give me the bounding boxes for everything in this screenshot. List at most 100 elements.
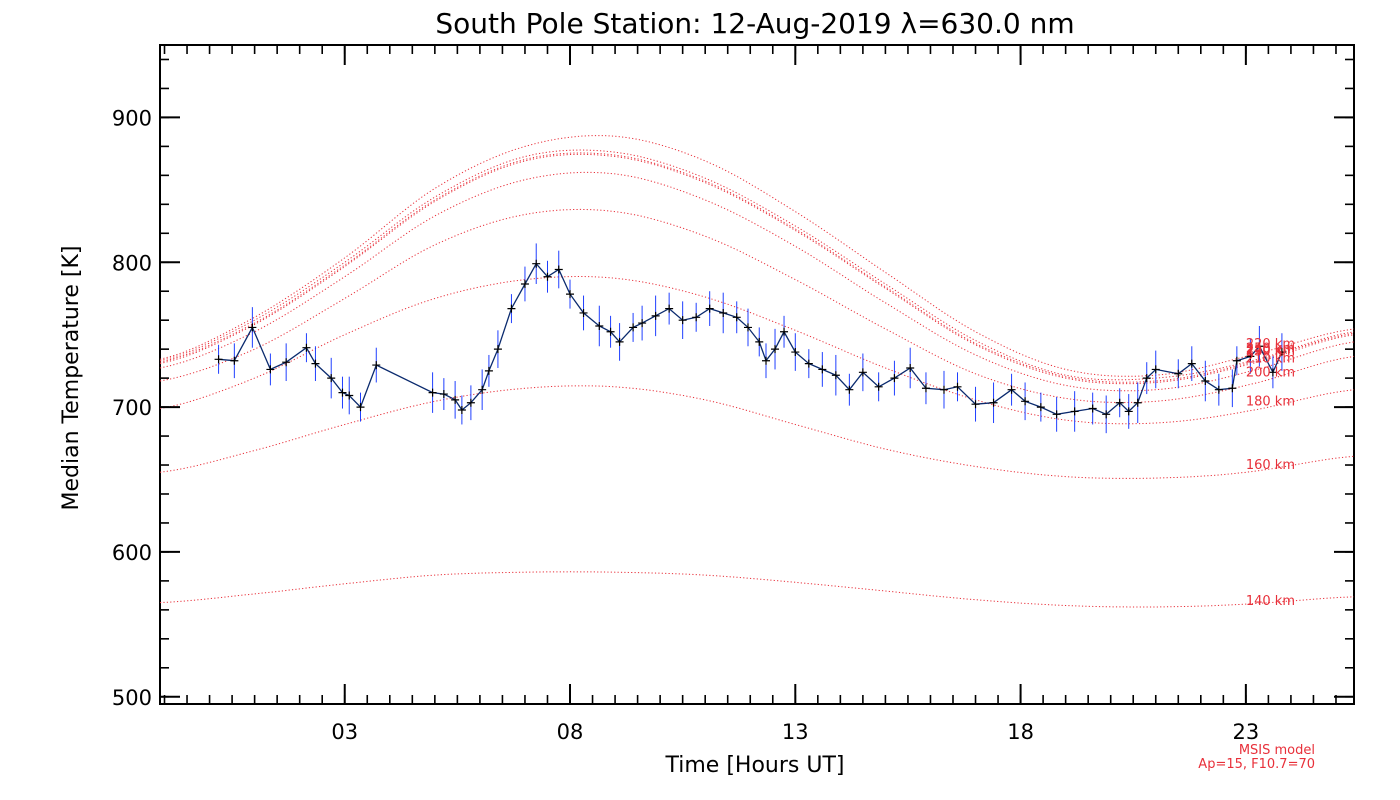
- data-point: [282, 358, 291, 367]
- model-note-line1: MSIS model: [1239, 743, 1315, 758]
- plot-frame: [159, 44, 1355, 705]
- data-point: [214, 355, 223, 364]
- data-point: [579, 308, 588, 317]
- data-point: [484, 366, 493, 375]
- data-point: [1036, 403, 1045, 412]
- x-tick-label: 23: [1232, 720, 1259, 744]
- model-line-230-km: [159, 153, 1355, 385]
- y-tick-label: 900: [112, 106, 152, 130]
- data-point: [439, 390, 448, 399]
- data-point: [906, 363, 915, 372]
- model-line-250-km: [159, 149, 1355, 381]
- data-point: [457, 405, 466, 414]
- data-point: [665, 304, 674, 313]
- chart-title: South Pole Station: 12-Aug-2019 λ=630.0 …: [435, 7, 1074, 40]
- data-point: [507, 304, 516, 313]
- model-lines: [159, 135, 1355, 608]
- data-point: [493, 345, 502, 354]
- x-tick-label: 18: [1007, 720, 1034, 744]
- altitude-label: 200 km: [1246, 365, 1295, 380]
- data-point: [692, 313, 701, 322]
- data-point: [1115, 398, 1124, 407]
- data-point: [732, 313, 741, 322]
- data-point: [266, 365, 275, 374]
- data-point: [327, 374, 336, 383]
- data-point: [989, 398, 998, 407]
- data-point: [874, 382, 883, 391]
- altitude-label: 180 km: [1246, 395, 1295, 410]
- data-point: [1277, 348, 1286, 357]
- data-point: [1070, 407, 1079, 416]
- data-point: [606, 327, 615, 336]
- data-point: [651, 311, 660, 320]
- data-point: [478, 385, 487, 394]
- data-point: [1133, 398, 1142, 407]
- model-line-240-km: [159, 152, 1355, 383]
- altitude-label: 220 km: [1246, 337, 1295, 352]
- data-point: [543, 272, 552, 281]
- altitude-label: 140 km: [1246, 594, 1295, 609]
- measured-line: [218, 262, 1283, 416]
- data-point: [743, 323, 752, 332]
- x-tick-label: 08: [557, 720, 584, 744]
- data-point: [804, 359, 813, 368]
- data-point: [939, 385, 948, 394]
- data-point: [719, 308, 728, 317]
- data-point: [338, 388, 347, 397]
- data-point: [1102, 410, 1111, 419]
- data-point: [554, 265, 563, 274]
- data-point: [1007, 385, 1016, 394]
- model-line-140-km: [159, 571, 1355, 608]
- data-point: [311, 359, 320, 368]
- data-point: [532, 259, 541, 268]
- data-point: [1268, 368, 1277, 377]
- data-point: [1151, 365, 1160, 374]
- data-point: [451, 395, 460, 404]
- data-point: [890, 374, 899, 383]
- data-point: [1142, 374, 1151, 383]
- data-point: [638, 319, 647, 328]
- data-point: [248, 323, 257, 332]
- altitude-label: 250 km: [1246, 342, 1295, 357]
- data-point: [629, 323, 638, 332]
- x-tick-label: 13: [782, 720, 809, 744]
- data-point: [953, 382, 962, 391]
- data-point: [762, 356, 771, 365]
- model-line-210-km: [159, 171, 1355, 392]
- data-point: [1174, 369, 1183, 378]
- data-point: [818, 365, 827, 374]
- data-point: [831, 371, 840, 380]
- data-point: [1052, 410, 1061, 419]
- data-point: [921, 384, 930, 393]
- data-point: [1021, 397, 1030, 406]
- y-tick-label: 600: [112, 541, 152, 565]
- y-tick-label: 700: [112, 396, 152, 420]
- y-tick-label: 500: [112, 686, 152, 710]
- altitude-label: 240 km: [1246, 343, 1295, 358]
- model-line-220-km: [159, 135, 1355, 377]
- altitude-label: 160 km: [1246, 458, 1295, 473]
- data-point: [780, 327, 789, 336]
- model-line-200-km: [159, 208, 1355, 404]
- data-point: [755, 337, 764, 346]
- data-point: [566, 290, 575, 299]
- model-line-180-km: [159, 275, 1355, 425]
- data-point: [1255, 342, 1264, 351]
- altitude-label: 210 km: [1246, 352, 1295, 367]
- data-point: [858, 368, 867, 377]
- altitude-label: 230 km: [1246, 344, 1295, 359]
- data-point: [372, 361, 381, 370]
- model-note-line2: Ap=15, F10.7=70: [1198, 757, 1315, 772]
- data-point: [466, 398, 475, 407]
- data-point: [771, 345, 780, 354]
- y-tick-label: 800: [112, 251, 152, 275]
- data-point: [1214, 385, 1223, 394]
- data-point: [1187, 359, 1196, 368]
- data-point: [678, 316, 687, 325]
- data-point: [971, 400, 980, 409]
- data-point: [356, 403, 365, 412]
- data-point: [302, 343, 311, 352]
- data-point: [1228, 384, 1237, 393]
- x-axis-label: Time [Hours UT]: [665, 753, 845, 778]
